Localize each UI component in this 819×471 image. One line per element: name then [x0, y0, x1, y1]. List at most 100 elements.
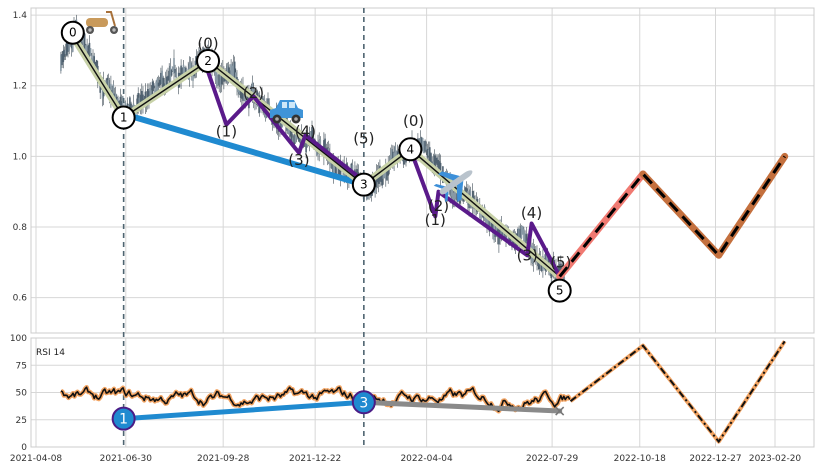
candle-body — [508, 235, 511, 243]
candle-body — [432, 161, 435, 167]
rsi-y-tick-label: 0 — [21, 443, 27, 453]
candle-body — [421, 137, 424, 151]
main-y-tick-label: 0.8 — [13, 223, 28, 233]
candle-body — [119, 96, 122, 114]
candle-body — [291, 131, 293, 142]
candle-body — [120, 101, 123, 106]
rsi-blue-divergence-line — [121, 399, 367, 422]
candle-body — [86, 44, 88, 51]
x-tick-label: 2023-02-20 — [749, 454, 802, 464]
candle-body — [88, 42, 91, 59]
candle-body — [66, 40, 68, 56]
wave-point-label: 3 — [360, 178, 368, 192]
candle-body — [141, 91, 143, 107]
candle-body — [312, 129, 314, 145]
candle-body — [156, 78, 159, 92]
purple-subwave-1 — [206, 70, 366, 183]
candle-body — [155, 81, 157, 98]
candle-body — [279, 116, 281, 129]
candle-body — [67, 38, 69, 52]
candle-body — [523, 229, 525, 243]
candle-body — [218, 73, 220, 86]
candle-body — [175, 71, 178, 80]
candle-body — [244, 92, 247, 108]
candle-body — [380, 170, 382, 182]
candle-body — [392, 151, 394, 163]
candle-body — [305, 135, 307, 153]
candle-body — [63, 49, 66, 57]
candle-body — [335, 165, 337, 179]
candle-body — [138, 97, 141, 107]
sub-wave-label: (0) — [197, 34, 218, 52]
candle-body — [546, 251, 549, 265]
candle-body — [151, 81, 154, 97]
candle-body — [299, 137, 301, 143]
candle-body — [243, 88, 245, 101]
candle-body — [502, 231, 505, 237]
sub-wave-label: (1) — [216, 123, 237, 141]
candle-body — [149, 88, 151, 96]
candle-body — [310, 131, 312, 143]
x-tick-label: 2021-06-30 — [100, 454, 153, 464]
candle-body — [93, 56, 95, 64]
candle-body — [116, 96, 118, 101]
candle-body — [424, 140, 426, 152]
candle-body — [241, 86, 243, 99]
candle-body — [174, 69, 176, 73]
candle-body — [465, 188, 468, 196]
candle-body — [558, 264, 561, 275]
rsi-projection-line — [569, 340, 786, 444]
main-y-tick-label: 1.4 — [13, 11, 28, 21]
candle-body — [330, 161, 332, 169]
candle-body — [147, 89, 149, 104]
candle-body — [142, 94, 144, 105]
candle-body — [394, 146, 397, 160]
candle-body — [245, 94, 248, 101]
candle-body — [189, 62, 192, 69]
candle-body — [560, 263, 562, 274]
candle-body — [452, 193, 455, 205]
sub-wave-label: (2) — [243, 84, 264, 102]
candle-body — [239, 85, 242, 98]
candle-body — [112, 84, 115, 102]
candle-body — [107, 80, 110, 89]
candle-body — [289, 127, 292, 137]
candle-body — [167, 75, 169, 81]
candle-body — [157, 82, 160, 87]
candle-body — [235, 72, 237, 80]
candle-body — [381, 171, 383, 186]
sub-wave-label: (5) — [550, 253, 571, 271]
candle-body — [395, 150, 398, 159]
candle-body — [214, 67, 217, 81]
candle-body — [231, 65, 234, 78]
candle-body — [122, 96, 124, 113]
candle-body — [292, 137, 294, 143]
candle-body — [487, 215, 489, 226]
candle-body — [89, 48, 92, 56]
wave-point-circle — [547, 278, 572, 303]
sub-wave-label: (3) — [517, 246, 538, 264]
candle-body — [382, 174, 385, 179]
sub-wave-label: (2) — [428, 197, 449, 215]
candle-body — [150, 90, 153, 97]
candle-body — [433, 155, 436, 171]
candle-body — [169, 65, 172, 83]
main-y-tick-label: 0.6 — [13, 294, 28, 304]
candle-body — [154, 89, 156, 95]
candle-body — [293, 135, 295, 149]
car-icon — [270, 100, 303, 124]
candle-body — [426, 148, 429, 158]
rsi-wave-marker-label: 1 — [119, 412, 128, 428]
candle-body — [499, 225, 501, 239]
candle-body — [183, 67, 186, 73]
candle-body — [344, 171, 347, 178]
x-tick-label: 2022-04-04 — [400, 454, 453, 464]
candle-body — [232, 63, 235, 77]
candle-body — [524, 233, 526, 244]
candle-body — [217, 78, 219, 85]
x-tick-label: 2022-07-29 — [526, 454, 579, 464]
candle-body — [488, 217, 491, 232]
wave-point-label: 2 — [204, 54, 212, 68]
projection-dashed-line — [558, 155, 786, 278]
